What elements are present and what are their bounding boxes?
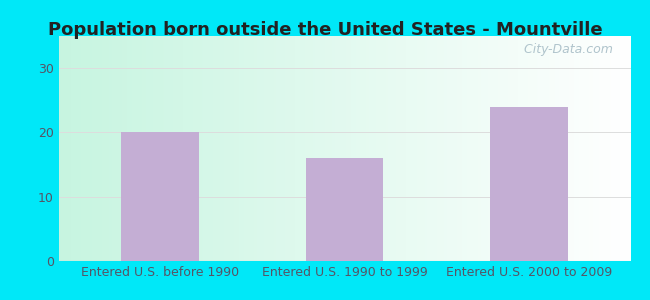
Bar [490,107,567,261]
Bar [306,158,384,261]
Text: Population born outside the United States - Mountville: Population born outside the United State… [47,21,603,39]
Text: City-Data.com: City-Data.com [512,43,614,56]
Bar [122,132,199,261]
